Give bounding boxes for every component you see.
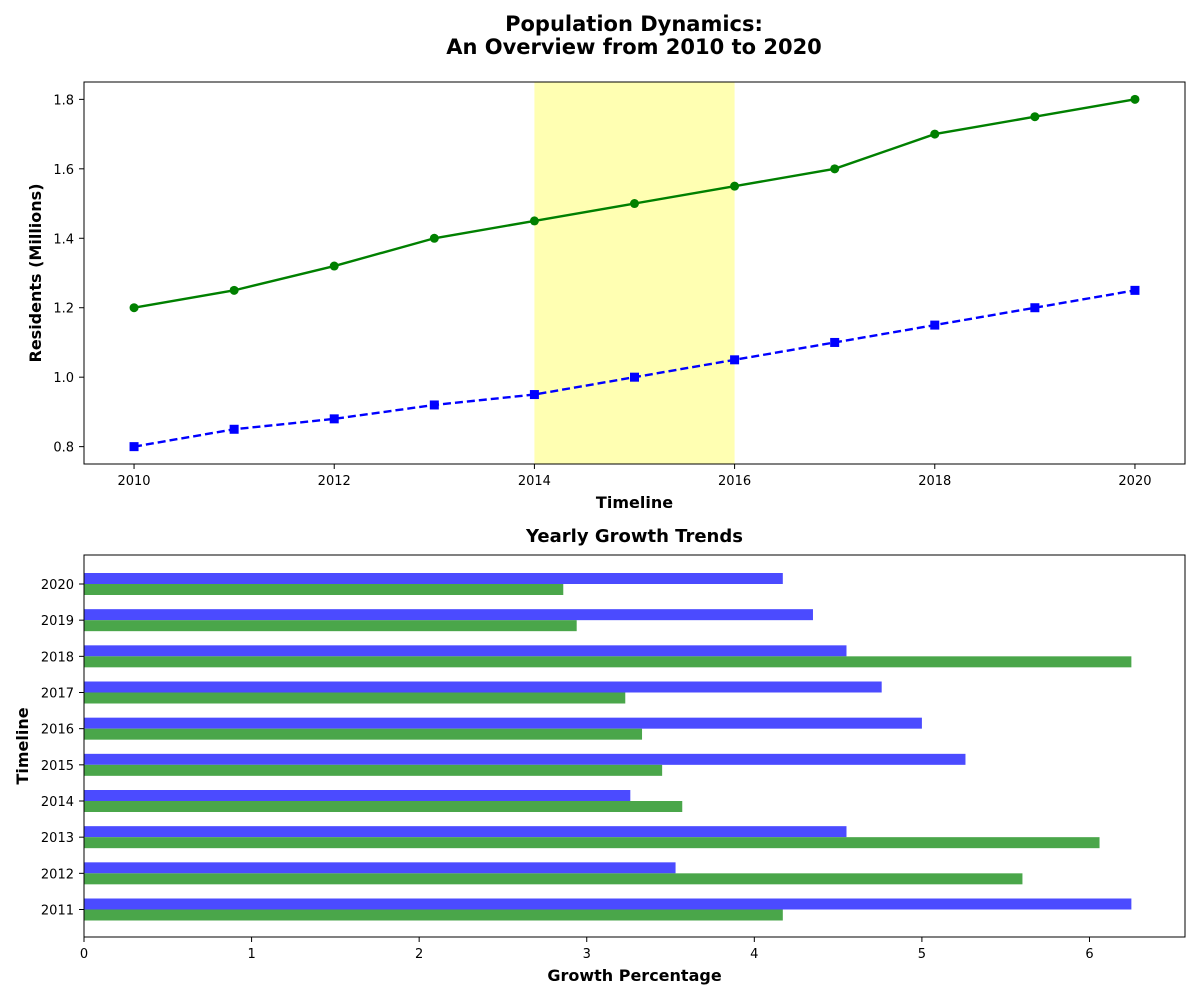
bar-series-2	[84, 692, 626, 704]
series-2-point	[1130, 285, 1140, 295]
bar-series-2	[84, 837, 1100, 849]
bar-series-2	[84, 801, 683, 812]
x-tick-label: 4	[750, 947, 758, 962]
series-2-point	[329, 414, 339, 424]
x-tick-label: 0	[80, 947, 88, 962]
bar-series-1	[84, 609, 813, 621]
series-1-point	[930, 129, 940, 139]
series-2-point	[229, 424, 239, 434]
series-1-point	[329, 261, 339, 271]
bar-series-1	[84, 790, 631, 801]
y-tick-label: 1.0	[53, 371, 74, 386]
highlight-span	[534, 82, 735, 464]
y-tick-label: 2014	[41, 795, 74, 810]
x-tick-label: 2020	[1118, 474, 1151, 489]
series-1-point	[129, 303, 139, 313]
y-tick-label: 2019	[41, 614, 74, 629]
bar-series-1	[84, 862, 676, 874]
x-tick-label: 3	[583, 947, 591, 962]
x-tick-label: 2014	[518, 474, 551, 489]
bar-series-2	[84, 584, 564, 595]
series-1-point	[830, 164, 840, 174]
x-tick-label: 2	[415, 947, 423, 962]
line-chart: 2010 2012 2014 2016 2018 2020 0.8 1.0 1.2 1.4 1.6…	[26, 81, 1186, 512]
series-1-point	[730, 181, 740, 191]
y-tick-label: 2013	[41, 831, 74, 846]
bar-series-1	[84, 826, 847, 838]
bar-chart-frame	[83, 554, 1186, 938]
bar-series-1	[84, 645, 847, 657]
y-tick-label: 2015	[41, 759, 74, 774]
x-tick-label: 2012	[318, 474, 351, 489]
bar-series-1	[84, 753, 966, 765]
bar-series-1	[84, 898, 1132, 910]
bar-chart-y-axis-label: Timeline	[13, 707, 32, 784]
figure-title-line-1: Population Dynamics:	[505, 12, 763, 36]
x-tick-label: 6	[1085, 947, 1093, 962]
series-1-point	[1030, 112, 1040, 122]
bar-series-2	[84, 620, 577, 632]
y-tick-label: 0.8	[53, 441, 74, 456]
y-tick-label: 2017	[41, 687, 74, 702]
bar-series-1	[84, 573, 783, 584]
line-chart-y-axis-label: Residents (Millions)	[26, 183, 45, 362]
series-2-point	[129, 442, 139, 452]
series-1-point	[429, 233, 439, 243]
x-tick-label: 5	[918, 947, 926, 962]
bar-series-2	[84, 728, 643, 740]
bar-series-1	[84, 681, 882, 693]
line-chart-x-axis-label: Timeline	[596, 493, 673, 512]
bar-series-2	[84, 873, 1023, 885]
series-2-point	[930, 320, 940, 330]
y-tick-label: 1.2	[53, 302, 74, 317]
y-tick-label: 1.4	[53, 232, 74, 247]
series-1-point	[229, 285, 239, 295]
series-1-point	[630, 199, 639, 209]
series-2-point	[730, 355, 740, 365]
x-tick-label: 2016	[718, 474, 751, 489]
x-tick-label: 1	[247, 947, 255, 962]
y-tick-label: 2020	[41, 578, 74, 593]
y-tick-label: 1.8	[53, 93, 74, 108]
bar-series-1	[84, 717, 922, 729]
y-tick-label: 2018	[41, 650, 74, 665]
x-tick-label: 2010	[117, 474, 150, 489]
bar-chart: Yearly Growth Trends 0 1 2 3 4 5 6 2011 2012 201…	[13, 526, 1186, 985]
series-1-point	[1130, 94, 1140, 104]
bar-chart-x-axis-label: Growth Percentage	[547, 966, 722, 985]
series-2-point	[529, 390, 539, 400]
x-tick-label: 2018	[918, 474, 951, 489]
y-tick-label: 1.6	[53, 163, 74, 178]
figure-title-line-2: An Overview from 2010 to 2020	[446, 35, 822, 59]
series-2-point	[429, 400, 439, 410]
y-tick-label: 2011	[41, 904, 74, 919]
y-tick-label: 2012	[41, 867, 74, 882]
series-2-point	[830, 337, 840, 347]
bar-series-2	[84, 656, 1132, 668]
bar-series-2	[84, 764, 663, 776]
y-tick-label: 2016	[41, 723, 74, 738]
series-2-point	[630, 372, 639, 382]
bar-chart-title: Yearly Growth Trends	[525, 526, 743, 547]
line-chart-frame	[83, 81, 1186, 465]
series-2-point	[1030, 303, 1040, 313]
series-1-point	[529, 216, 539, 226]
bar-series-2	[84, 909, 783, 921]
